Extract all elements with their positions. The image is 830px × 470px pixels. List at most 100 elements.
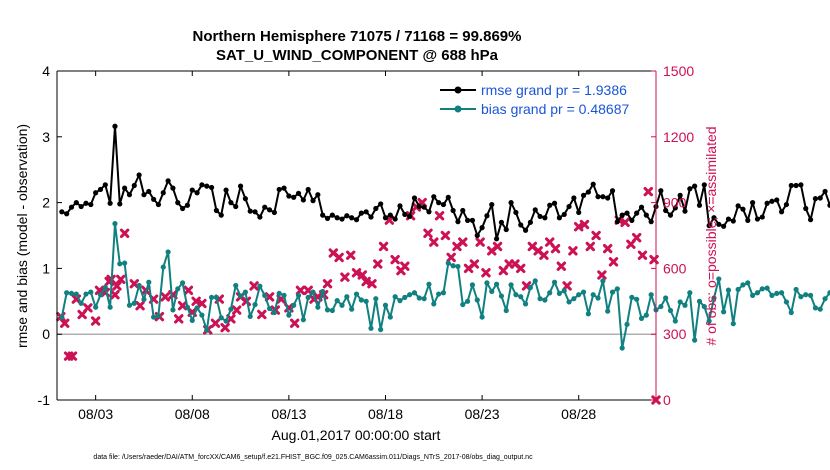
obs-marker [174,314,184,324]
bias-point [378,326,384,333]
bias-point [513,292,519,298]
bias-point [537,296,543,302]
y-right-tick-label: 1200 [663,129,694,145]
obs-marker [197,298,207,309]
rmse-point [353,217,360,223]
bias-point [271,309,277,316]
bias-point [648,292,654,298]
data-file-footer: data file: /Users/raeder/DAI/ATM_forcXX/… [93,454,533,461]
obs-marker [434,211,445,221]
rmse-point [421,204,427,210]
x-tick-label: 08/03 [78,406,113,422]
rmse-point [102,182,108,188]
rmse-point [426,209,432,215]
obs-marker [602,243,613,254]
y-left-axis-label: rmse and bias (model - observation) [14,124,30,348]
obs-marker [177,300,188,311]
bias-point [542,297,548,303]
rmse-point [242,196,248,202]
bias-point [233,282,239,289]
bias-point [629,294,635,300]
bias-point [740,282,746,288]
rmse-point [440,201,447,208]
rmse-point [522,227,529,233]
bias-point [498,293,505,299]
rmse-point [411,195,418,201]
bias-point [493,281,500,287]
bias-point [672,318,678,324]
obs-marker [475,237,485,247]
obs-marker [579,219,590,230]
bias-point [687,290,693,296]
rmse-point [107,200,113,206]
obs-marker [591,230,601,241]
rmse-point [658,188,664,194]
bias-point [146,279,152,285]
bias-point [556,290,562,297]
bias-point [276,290,282,297]
bias-point [117,261,123,267]
y-left-tick-label: 1 [42,260,50,276]
rmse-point [566,203,572,210]
bias-point [344,294,350,300]
x-tick-label: 08/23 [465,406,500,422]
bias-point [595,295,601,301]
rmse-point [184,202,191,208]
bias-point [696,298,703,304]
bias-point [547,290,553,296]
bias-point [778,290,785,296]
bias-point [257,283,263,289]
rmse-point [803,205,809,212]
rmse-point [64,211,70,217]
bias-point [600,278,606,284]
bias-point [605,308,611,314]
rmse-point [484,213,490,219]
bias-point [658,303,664,310]
bias-point [585,311,591,317]
rmse-point [503,226,509,233]
rmse-point [208,184,215,191]
bias-point [489,288,495,295]
obs-marker [346,250,356,260]
obs-marker [112,281,122,291]
bias-point [580,289,587,295]
bias-point [266,305,273,312]
obs-marker [458,237,468,247]
bias-point [561,288,567,294]
bias-point [136,282,142,289]
legend-box [436,78,650,122]
bias-point [189,317,195,323]
obs-marker [295,285,306,296]
rmse-point [315,192,321,198]
rmse-point [204,183,210,189]
rmse-point [213,207,220,214]
bias-point [774,290,780,297]
bias-point [397,298,403,304]
obs-marker [585,241,596,252]
rmse-point [291,194,297,200]
bias-point [213,294,220,300]
rmse-point [228,200,234,206]
chart-subtitle: SAT_U_WIND_COMPONENT @ 688 hPa [216,47,499,64]
rmse-point [508,200,514,206]
rmse-point [416,203,422,210]
bias-point [252,301,258,308]
bias-point [677,299,683,305]
rmse-point [798,182,804,188]
obs-marker [568,246,578,256]
rmse-point [305,186,311,193]
rmse-point [271,209,277,216]
rmse-point [745,217,751,223]
bias-point [590,292,596,298]
obs-marker [400,261,410,271]
bias-point [242,289,248,295]
rmse-point [750,200,756,206]
bias-point [368,325,374,331]
x-tick-label: 08/18 [368,406,403,422]
bias-point [532,278,538,284]
bias-point [576,292,582,298]
rmse-point [556,215,562,221]
bias-point [638,315,645,322]
rmse-point [696,202,703,208]
bias-point [566,299,572,305]
